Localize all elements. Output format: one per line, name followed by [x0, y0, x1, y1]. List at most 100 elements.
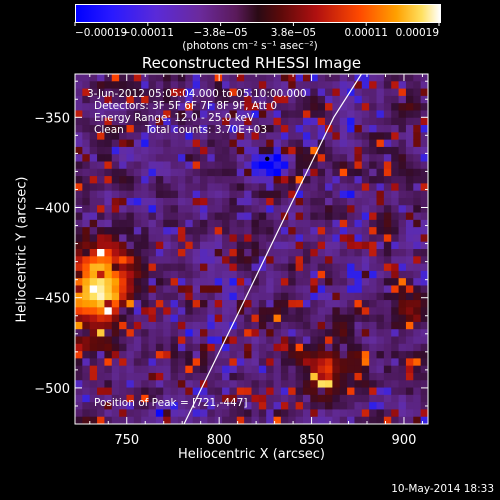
heatmap-cell: [391, 139, 400, 148]
heatmap-cell: [200, 307, 208, 316]
heatmap-cell: [288, 146, 297, 155]
heatmap-cell: [325, 372, 333, 381]
heatmap-cell: [295, 161, 304, 170]
heatmap-cell: [119, 241, 128, 250]
heatmap-cell: [200, 372, 208, 381]
heatmap-cell: [251, 394, 260, 403]
heatmap-cell: [347, 161, 356, 170]
heatmap-cell: [97, 146, 106, 155]
heatmap-cell: [229, 205, 238, 214]
heatmap-cell: [354, 380, 363, 389]
heatmap-cell: [155, 212, 164, 221]
heatmap-cell: [141, 285, 150, 294]
heatmap-cell: [111, 125, 120, 133]
heatmap-cell: [266, 343, 275, 352]
heatmap-cell: [302, 190, 311, 199]
heatmap-cell: [383, 314, 392, 323]
heatmap-cell: [361, 117, 370, 126]
heatmap-cell: [288, 88, 297, 97]
heatmap-cell: [244, 146, 253, 155]
heatmap-cell: [310, 380, 319, 389]
heatmap-cell: [339, 176, 348, 184]
heatmap-cell: [97, 416, 106, 424]
heatmap-cell: [302, 219, 311, 228]
heatmap-cell: [75, 402, 83, 411]
heatmap-cell: [391, 263, 400, 272]
heatmap-cell: [126, 88, 135, 97]
heatmap-cell: [163, 74, 172, 82]
heatmap-cell: [413, 146, 422, 155]
heatmap-cell: [214, 190, 223, 199]
heatmap-cell: [163, 249, 172, 257]
heatmap-cell: [214, 336, 223, 345]
heatmap-cell: [126, 292, 135, 301]
heatmap-cell: [133, 95, 142, 104]
heatmap-cell: [280, 168, 289, 177]
heatmap-cell: [185, 161, 194, 170]
heatmap-cell: [420, 365, 428, 374]
heatmap-cell: [133, 183, 142, 192]
heatmap-cell: [332, 416, 341, 424]
heatmap-cell: [383, 365, 392, 374]
heatmap-cell: [192, 387, 201, 396]
heatmap-cell: [89, 88, 98, 97]
heatmap-cell: [273, 205, 282, 214]
heatmap-cell: [258, 197, 267, 206]
heatmap-cell: [163, 402, 172, 411]
heatmap-cell: [295, 110, 304, 119]
heatmap-cell: [413, 336, 422, 345]
heatmap-cell: [163, 300, 172, 308]
heatmap-cell: [82, 321, 91, 330]
heatmap-cell: [391, 161, 400, 170]
heatmap-cell: [229, 190, 238, 199]
heatmap-cell: [214, 365, 223, 374]
heatmap-cell: [104, 270, 113, 279]
heatmap-cell: [104, 183, 113, 192]
heatmap-cell: [376, 154, 385, 163]
heatmap-cell: [236, 95, 245, 104]
heatmap-cell: [391, 212, 400, 221]
heatmap-cell: [317, 88, 326, 97]
heatmap-cell: [347, 351, 356, 359]
heatmap-cell: [302, 197, 311, 206]
heatmap-cell: [376, 139, 385, 148]
heatmap-cell: [148, 372, 157, 381]
heatmap-cell: [244, 81, 253, 90]
heatmap-cell: [420, 161, 428, 170]
heatmap-cell: [119, 256, 128, 265]
heatmap-cell: [141, 314, 150, 323]
heatmap-cell: [266, 81, 275, 90]
heatmap-cell: [192, 146, 201, 155]
heatmap-cell: [133, 402, 142, 411]
heatmap-cell: [222, 95, 231, 104]
heatmap-cell: [369, 197, 378, 206]
heatmap-cell: [302, 394, 311, 403]
heatmap-cell: [302, 278, 311, 287]
heatmap-cell: [398, 190, 407, 199]
heatmap-cell: [317, 314, 326, 323]
heatmap-cell: [347, 110, 356, 119]
heatmap-cell: [163, 103, 172, 112]
heatmap-cell: [148, 205, 157, 214]
heatmap-cell: [332, 321, 341, 330]
heatmap-cell: [170, 205, 179, 214]
heatmap-cell: [82, 256, 91, 265]
heatmap-cell: [89, 110, 98, 119]
heatmap-cell: [266, 321, 275, 330]
heatmap-cell: [273, 161, 282, 170]
heatmap-cell: [369, 161, 378, 170]
heatmap-cell: [97, 74, 106, 82]
heatmap-cell: [295, 278, 304, 287]
heatmap-cell: [391, 197, 400, 206]
heatmap-cell: [317, 409, 326, 418]
heatmap-cell: [258, 380, 267, 389]
heatmap-cell: [325, 270, 333, 279]
heatmap-cell: [244, 256, 253, 265]
heatmap-cell: [177, 278, 186, 287]
heatmap-cell: [295, 300, 304, 308]
heatmap-cell: [236, 300, 245, 308]
heatmap-cell: [111, 168, 120, 177]
heatmap-cell: [200, 314, 208, 323]
heatmap-cell: [229, 329, 238, 338]
heatmap-cell: [177, 285, 186, 294]
